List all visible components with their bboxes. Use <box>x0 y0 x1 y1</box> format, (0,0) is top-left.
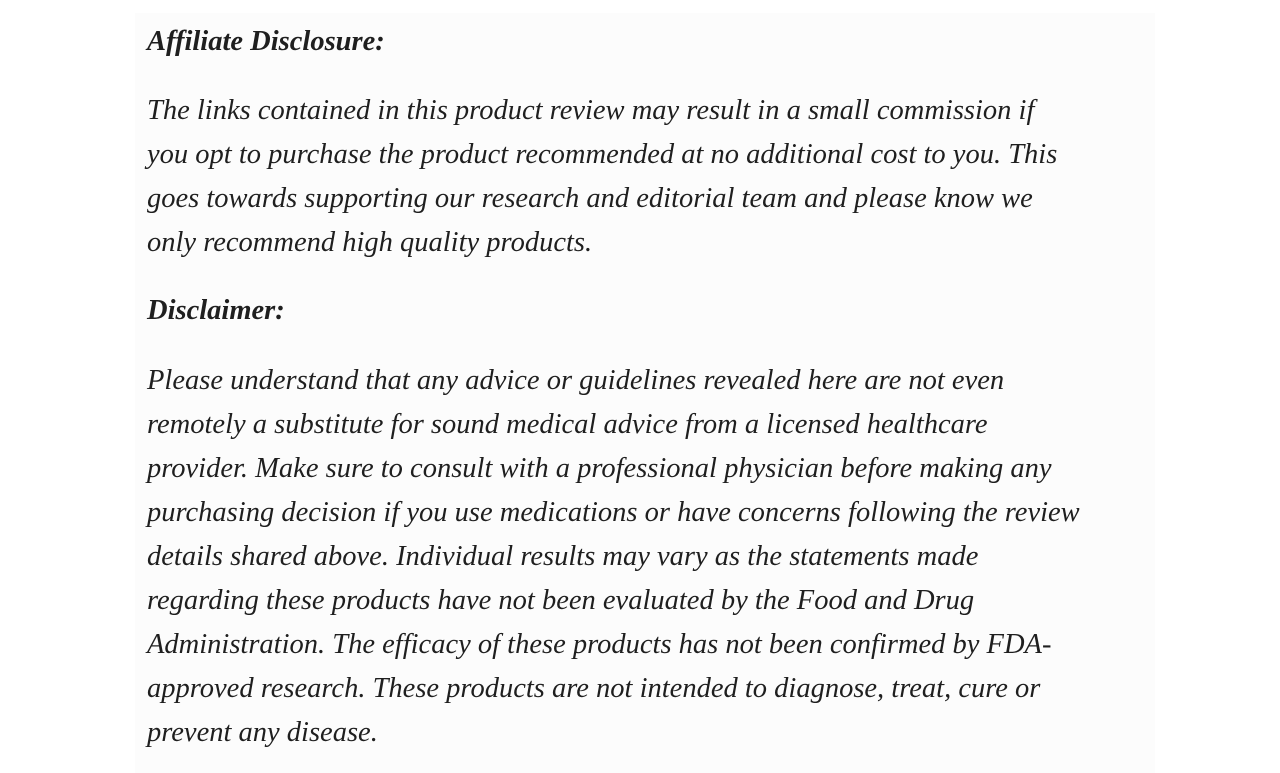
paragraph-line: goes towards supporting our research and… <box>147 183 1033 214</box>
paragraph-line: The links contained in this product revi… <box>147 95 1035 126</box>
paragraph-line: details shared above. Individual results… <box>147 541 979 572</box>
affiliate-disclosure-heading: Affiliate Disclosure: <box>147 26 385 57</box>
paragraph-line: remotely a substitute for sound medical … <box>147 409 988 440</box>
paragraph-line: only recommend high quality products. <box>147 227 593 258</box>
paragraph-line: Please understand that any advice or gui… <box>147 365 1005 396</box>
disclaimer-heading: Disclaimer: <box>147 295 285 326</box>
paragraph-line: Administration. The efficacy of these pr… <box>147 629 1052 660</box>
paragraph-line: purchasing decision if you use medicatio… <box>147 497 1080 528</box>
disclosure-box <box>135 13 1155 773</box>
affiliate-disclosure-paragraph: The links contained in this product revi… <box>147 89 1057 265</box>
paragraph-line: prevent any disease. <box>147 717 378 748</box>
paragraph-line: approved research. These products are no… <box>147 673 1041 704</box>
paragraph-line: provider. Make sure to consult with a pr… <box>147 453 1052 484</box>
disclaimer-paragraph: Please understand that any advice or gui… <box>147 359 1080 755</box>
paragraph-line: regarding these products have not been e… <box>147 585 975 616</box>
paragraph-line: you opt to purchase the product recommen… <box>147 139 1058 170</box>
